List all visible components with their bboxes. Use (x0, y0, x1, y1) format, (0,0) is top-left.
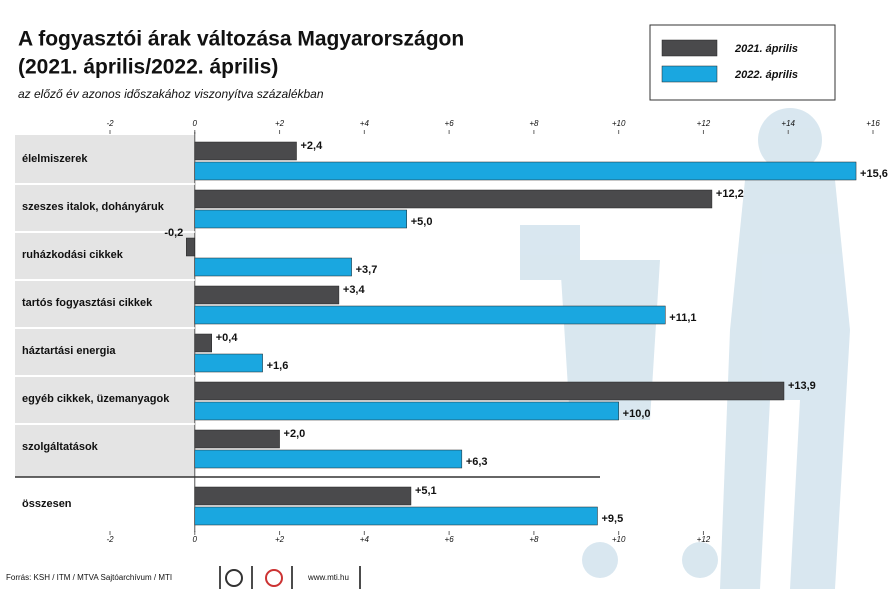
category-label: szolgáltatások (22, 441, 99, 453)
bar (194, 429, 280, 449)
logo (225, 569, 243, 587)
category-label: ruházkodási cikkek (22, 249, 124, 261)
x-tick-label: +4 (360, 535, 370, 544)
bar (186, 237, 196, 257)
x-tick-label: +10 (612, 119, 626, 128)
x-tick-label: +2 (275, 535, 285, 544)
value-label: +13,9 (788, 380, 816, 392)
bar (194, 486, 412, 506)
value-label: +15,6 (860, 168, 888, 180)
bar (194, 305, 666, 325)
label-column (15, 135, 195, 477)
value-label: +6,3 (466, 456, 488, 468)
value-label: +2,4 (301, 140, 324, 152)
x-tick-label: +2 (275, 119, 285, 128)
x-tick-label: +14 (781, 119, 795, 128)
website: www.mti.hu (307, 573, 349, 582)
value-label: +9,5 (601, 513, 623, 525)
shopper-silhouette (520, 108, 850, 589)
x-tick-label: +8 (529, 119, 539, 128)
bar (194, 401, 619, 421)
x-tick-label: -2 (106, 535, 114, 544)
bar (194, 506, 598, 526)
x-tick-label: 0 (193, 119, 198, 128)
value-label: +5,1 (415, 485, 437, 497)
x-tick-label: -2 (106, 119, 114, 128)
category-label: élelmiszerek (22, 153, 88, 165)
bar (194, 257, 352, 277)
bar (194, 353, 263, 373)
bar (194, 333, 212, 353)
value-label: +12,2 (716, 188, 744, 200)
legend-label: 2022. április (734, 69, 798, 81)
value-label: -0,2 (164, 227, 183, 239)
legend-swatch (661, 65, 718, 83)
bar (194, 189, 713, 209)
legend-label: 2021. április (734, 43, 798, 55)
x-tick-label: +6 (445, 535, 455, 544)
x-tick-label: +8 (529, 535, 539, 544)
source: Forrás: KSH / ITM / MTVA Sajtóarchívum /… (6, 573, 172, 582)
bar (194, 285, 340, 305)
x-tick-label: +12 (697, 535, 711, 544)
chart-subtitle: az előző év azonos időszakához viszonyít… (18, 87, 324, 101)
value-label: +11,1 (669, 312, 696, 324)
value-label: +3,4 (343, 284, 366, 296)
chart-title: A fogyasztói árak változása Magyarország… (18, 28, 464, 51)
legend-box (649, 24, 836, 101)
value-label: +5,0 (411, 216, 433, 228)
bar (194, 449, 463, 469)
bar (194, 161, 857, 181)
value-label: +10,0 (623, 408, 651, 420)
x-tick-label: +6 (445, 119, 455, 128)
value-label: +1,6 (267, 360, 289, 372)
value-label: +0,4 (216, 332, 239, 344)
chart-title: (2021. április/2022. április) (18, 56, 278, 79)
category-label: szeszes italok, dohányáruk (22, 201, 165, 213)
x-tick-label: +16 (866, 119, 880, 128)
bar (194, 381, 785, 401)
category-label: összesen (22, 498, 72, 510)
category-label: háztartási energia (22, 345, 116, 357)
value-label: +2,0 (284, 428, 306, 440)
x-tick-label: +4 (360, 119, 370, 128)
category-label: egyéb cikkek, üzemanyagok (22, 393, 170, 405)
legend-swatch (661, 39, 718, 57)
bar (194, 209, 407, 229)
x-tick-label: +12 (697, 119, 711, 128)
category-label: tartós fogyasztási cikkek (22, 297, 153, 309)
value-label: +3,7 (356, 264, 378, 276)
x-tick-label: +10 (612, 535, 626, 544)
x-tick-label: 0 (193, 535, 198, 544)
logo (265, 569, 283, 587)
bar (194, 141, 297, 161)
